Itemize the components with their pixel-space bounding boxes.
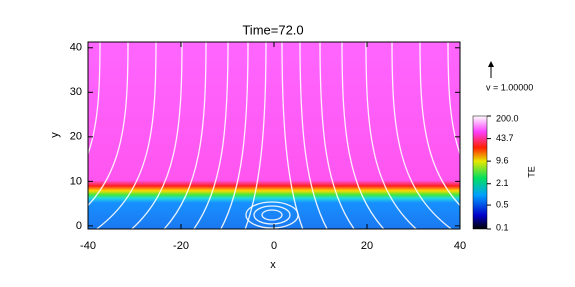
field-lines [20,41,528,230]
field-line [131,41,183,230]
x-tick-label: 20 [361,240,373,252]
colorbar-tick-label: 2.1 [496,178,509,188]
field-line [365,41,417,230]
field-line [391,41,452,230]
chart-title: Time=72.0 [242,22,303,37]
vector-arrowhead [488,61,494,67]
y-tick-label: 10 [70,175,82,187]
x-tick-label: 40 [454,240,466,252]
y-tick-label: 0 [76,220,82,232]
x-axis-label: x [270,259,276,271]
y-tick-label: 20 [70,131,82,143]
field-line [419,41,490,230]
field-line [96,41,157,230]
field-line [299,41,328,230]
x-tick-label: -20 [173,240,189,252]
colorbar-tick-label: 0.1 [496,222,509,232]
colorbar-tick-label: 9.6 [496,156,509,166]
field-loop [261,209,283,221]
colorbar [472,115,488,230]
field-loop [253,205,291,225]
colorbar-tick-label: 0.5 [496,199,509,209]
field-line [319,41,355,230]
colorbar-tick-label: 200.0 [496,113,519,123]
colorbar-label: TE [526,166,536,178]
x-tick-label: -40 [80,240,96,252]
field-line [220,41,249,230]
y-tick-label: 40 [70,42,82,54]
field-line [341,41,385,230]
field-loop [245,201,299,229]
heatmap-field [88,42,460,229]
vector-legend: v = 1.00000 [486,82,533,92]
colorbar-tick-label: 43.7 [496,133,514,143]
x-tick-label: 0 [271,240,277,252]
field-line [193,41,229,230]
field-line [163,41,207,230]
field-line [244,41,267,230]
y-tick-label: 30 [70,86,82,98]
field-line [58,41,129,230]
y-axis-label: y [49,132,61,138]
